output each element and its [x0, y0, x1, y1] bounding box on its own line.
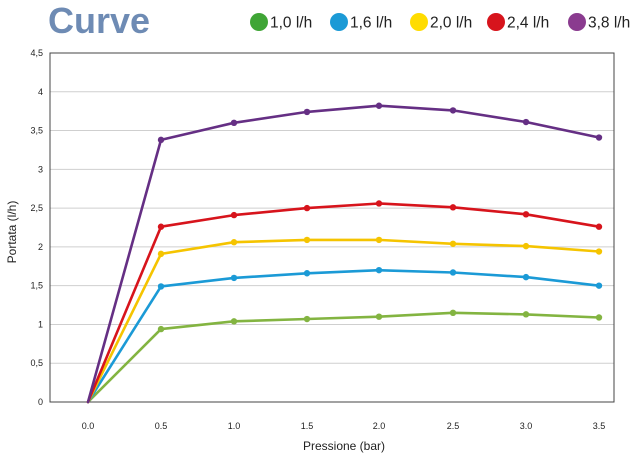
series-1: [86, 309, 603, 404]
data-point: [595, 248, 603, 255]
data-point: [375, 266, 383, 274]
legend: 1,0 l/h 1,6 l/h 2,0 l/h 2,4 l/h 3,8 l/h: [250, 13, 630, 32]
data-point: [449, 269, 457, 276]
data-point: [522, 311, 530, 318]
data-point: [595, 314, 603, 321]
grid: [49, 52, 615, 403]
x-tick-label: 1.5: [301, 421, 314, 431]
series-4: [86, 200, 603, 404]
series-2: [86, 266, 603, 404]
series-line: [86, 311, 601, 404]
x-tick-label: 3.0: [520, 421, 533, 431]
y-tick-label: 2: [38, 242, 43, 252]
data-point: [230, 318, 238, 325]
data-point: [449, 240, 457, 247]
series-5: [86, 102, 603, 404]
series-group: [86, 102, 603, 404]
x-axis-ticks: 0.0 0.5 1.0 1.5 2.0 2.5 3.0 3.5: [82, 421, 606, 431]
legend-marker: [330, 13, 348, 31]
y-axis-ticks: 0 0,5 1 1,5 2 2,5 3 3,5 4 4,5: [30, 48, 43, 407]
data-point: [230, 274, 238, 282]
data-point: [375, 102, 383, 109]
legend-item: 2,0 l/h: [410, 13, 472, 32]
data-point: [595, 134, 603, 141]
legend-label: 1,6 l/h: [350, 15, 392, 32]
data-point: [375, 200, 383, 207]
x-tick-label: 0.0: [82, 421, 95, 431]
legend-item: 2,4 l/h: [487, 13, 549, 32]
data-point: [522, 118, 530, 126]
data-point: [303, 108, 311, 116]
data-point: [157, 325, 165, 333]
y-tick-label: 0,5: [30, 358, 43, 368]
data-point: [303, 204, 311, 212]
y-tick-label: 3,5: [30, 126, 43, 136]
x-axis-title: Pressione (bar): [303, 439, 385, 453]
legend-label: 2,4 l/h: [507, 15, 549, 32]
data-point: [303, 270, 311, 277]
legend-item: 1,6 l/h: [330, 13, 392, 32]
data-point: [375, 236, 383, 244]
legend-label: 2,0 l/h: [430, 15, 472, 32]
data-point: [303, 315, 311, 323]
data-point: [522, 273, 530, 281]
y-tick-label: 1,5: [30, 281, 43, 291]
series-line: [86, 202, 601, 404]
y-axis-title: Portata (l/h): [5, 201, 19, 264]
x-tick-label: 3.5: [593, 421, 606, 431]
legend-label: 3,8 l/h: [588, 15, 630, 32]
series-3: [86, 236, 603, 404]
legend-marker: [410, 13, 428, 31]
x-tick-label: 1.0: [228, 421, 241, 431]
legend-marker: [568, 13, 586, 31]
legend-item: 3,8 l/h: [568, 13, 630, 32]
y-tick-label: 0: [38, 397, 43, 407]
chart-title: Curve: [48, 0, 150, 41]
data-point: [157, 250, 165, 258]
series-line: [86, 268, 601, 404]
data-point: [157, 283, 165, 290]
plot-frame: [49, 52, 615, 403]
data-point: [449, 309, 457, 317]
x-tick-label: 2.5: [447, 421, 460, 431]
y-tick-label: 4: [38, 87, 43, 97]
y-tick-label: 4,5: [30, 48, 43, 58]
y-tick-label: 2,5: [30, 203, 43, 213]
data-point: [157, 223, 165, 230]
x-tick-label: 0.5: [155, 421, 168, 431]
series-line: [86, 104, 601, 404]
data-point: [375, 313, 383, 320]
data-point: [230, 119, 238, 127]
x-tick-label: 2.0: [373, 421, 386, 431]
data-point: [449, 107, 457, 114]
data-point: [449, 204, 457, 211]
data-point: [157, 136, 165, 144]
data-point: [303, 236, 311, 244]
data-point: [522, 242, 530, 250]
y-tick-label: 1: [38, 319, 43, 329]
data-point: [230, 239, 238, 246]
legend-item: 1,0 l/h: [250, 13, 312, 32]
legend-marker: [487, 13, 505, 31]
data-point: [595, 223, 603, 230]
series-line: [86, 238, 601, 404]
data-point: [522, 211, 530, 218]
data-point: [595, 282, 603, 289]
y-tick-label: 3: [38, 164, 43, 174]
data-point: [230, 211, 238, 219]
legend-label: 1,0 l/h: [270, 15, 312, 32]
legend-marker: [250, 13, 268, 31]
